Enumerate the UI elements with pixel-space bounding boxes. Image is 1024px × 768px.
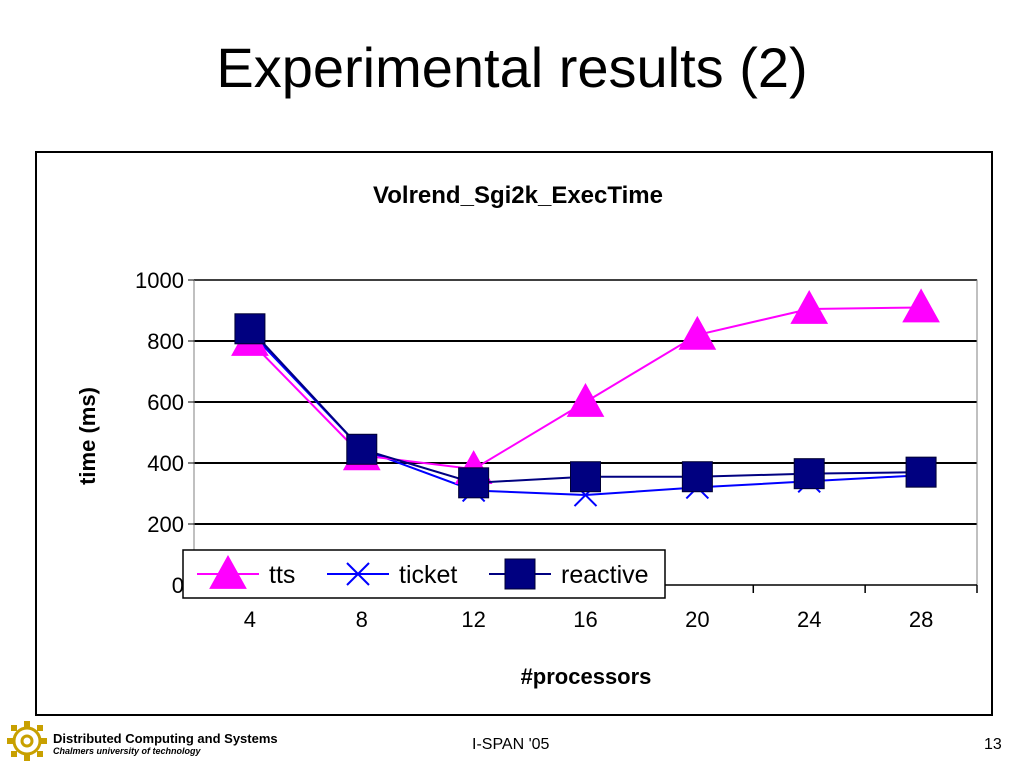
legend-label: reactive [561, 561, 649, 589]
logo-title: Distributed Computing and Systems [53, 731, 278, 746]
x-tick-label: 24 [797, 607, 821, 632]
data-point-reactive [905, 456, 937, 488]
legend-item-tts: tts [197, 554, 295, 589]
legend-box [182, 549, 666, 599]
legend: tts ticket reactive [182, 549, 666, 599]
x-tick-label: 16 [573, 607, 597, 632]
series-reactive [234, 313, 937, 499]
x-tick-label: 8 [356, 607, 368, 632]
data-point-reactive [458, 467, 490, 499]
legend-marker-tts [209, 554, 247, 589]
data-point-tts [678, 315, 717, 350]
y-tick-label: 1000 [135, 268, 184, 293]
data-point-reactive [681, 461, 713, 493]
legend-item-reactive: reactive [489, 558, 649, 590]
y-tick-label: 200 [147, 512, 184, 537]
data-point-tts [566, 382, 605, 417]
series-layer [231, 288, 940, 507]
y-axis-label: time (ms) [75, 387, 100, 485]
line-chart: Volrend_Sgi2k_ExecTime 0 200 400 600 800 1000… [75, 182, 978, 689]
plot-area [193, 279, 978, 586]
x-tick-label: 20 [685, 607, 709, 632]
y-tick-label: 400 [147, 451, 184, 476]
y-tick-label: 600 [147, 390, 184, 415]
data-point-reactive [570, 461, 601, 493]
legend-label: tts [269, 561, 295, 589]
chart-title: Volrend_Sgi2k_ExecTime [373, 182, 663, 209]
data-point-tts [902, 288, 940, 323]
page-number: 13 [984, 736, 1002, 753]
data-point-tts [790, 289, 829, 324]
chart-frame: Volrend_Sgi2k_ExecTime 0 200 400 600 800 1000… [35, 151, 993, 716]
y-tick-label: 0 [172, 573, 184, 598]
footer-conference: I-SPAN '05 [472, 736, 550, 753]
legend-item-ticket: ticket [327, 561, 457, 589]
legend-marker-reactive [504, 558, 536, 590]
x-tick-label: 4 [244, 607, 256, 632]
series-tts [231, 288, 940, 484]
data-point-reactive [234, 313, 266, 345]
x-axis-label: #processors [521, 664, 652, 689]
dcs-logo-icon [7, 721, 47, 761]
x-tick-label: 28 [909, 607, 933, 632]
data-point-reactive [346, 433, 378, 465]
data-point-reactive [793, 458, 825, 490]
legend-label: ticket [399, 561, 457, 589]
axis-ticks: 0 200 400 600 800 1000 4 8 12 16 20 24 28 [135, 268, 978, 632]
x-tick-label: 12 [461, 607, 485, 632]
y-tick-label: 800 [147, 329, 184, 354]
logo-subtitle: Chalmers university of technology [53, 746, 201, 756]
slide-title: Experimental results (2) [216, 36, 808, 99]
legend-marker-ticket [346, 562, 370, 586]
